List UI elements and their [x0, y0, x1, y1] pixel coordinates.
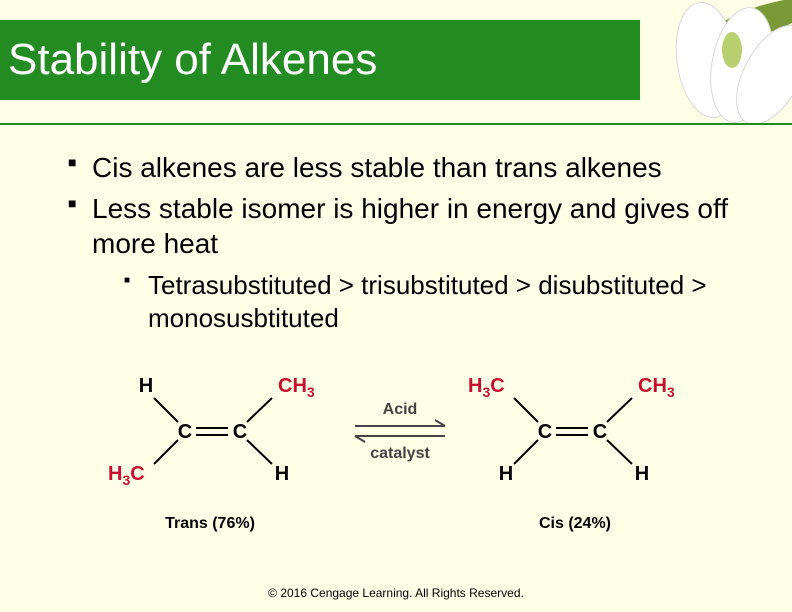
flower-icon: [632, 0, 792, 130]
trans-molecule: C C H CH3 H3C H Trans (76%): [108, 375, 315, 532]
bullet-1: Cis alkenes are less stable than trans a…: [50, 150, 750, 185]
left-H3C-bottomleft: H3C: [108, 463, 145, 488]
right-CH3-topright: CH3: [638, 375, 675, 400]
cis-molecule: C C H3C CH3 H H Cis (24%): [468, 375, 675, 532]
reaction-arrow: Acid catalyst: [355, 401, 445, 462]
slide: Stability of Alkenes Cis alkenes are les…: [0, 0, 792, 612]
right-H3C-topleft: H3C: [468, 375, 505, 400]
right-C1: C: [538, 421, 552, 443]
catalyst-label: catalyst: [370, 445, 430, 462]
acid-label: Acid: [383, 401, 418, 418]
sub-bullet-list: Tetrasubstituted > trisubstituted > disu…: [92, 269, 750, 334]
left-H-bottomright: H: [275, 463, 289, 485]
sub-bullet-1: Tetrasubstituted > trisubstituted > disu…: [92, 269, 750, 334]
left-CH3-topright: CH3: [278, 375, 315, 400]
title-bar: Stability of Alkenes: [0, 20, 640, 100]
cis-caption: Cis (24%): [539, 515, 611, 532]
content-area: Cis alkenes are less stable than trans a…: [50, 150, 750, 340]
right-H-bottomright: H: [635, 463, 649, 485]
reaction-diagram: C C H CH3 H3C H Trans (76%) Acid: [100, 360, 700, 540]
trans-caption: Trans (76%): [165, 515, 255, 532]
slide-title: Stability of Alkenes: [8, 35, 377, 85]
reaction-svg: C C H CH3 H3C H Trans (76%) Acid: [100, 360, 700, 540]
bullet-list: Cis alkenes are less stable than trans a…: [50, 150, 750, 334]
left-C2: C: [233, 421, 247, 443]
flower-decoration: [632, 0, 792, 130]
bullet-2: Less stable isomer is higher in energy a…: [50, 191, 750, 334]
left-H-topleft: H: [139, 375, 153, 397]
right-C2: C: [593, 421, 607, 443]
copyright-footer: © 2016 Cengage Learning. All Rights Rese…: [0, 586, 792, 600]
right-H-bottomleft: H: [499, 463, 513, 485]
bullet-2-text: Less stable isomer is higher in energy a…: [92, 193, 728, 259]
title-divider: [0, 123, 792, 125]
left-C1: C: [178, 421, 192, 443]
